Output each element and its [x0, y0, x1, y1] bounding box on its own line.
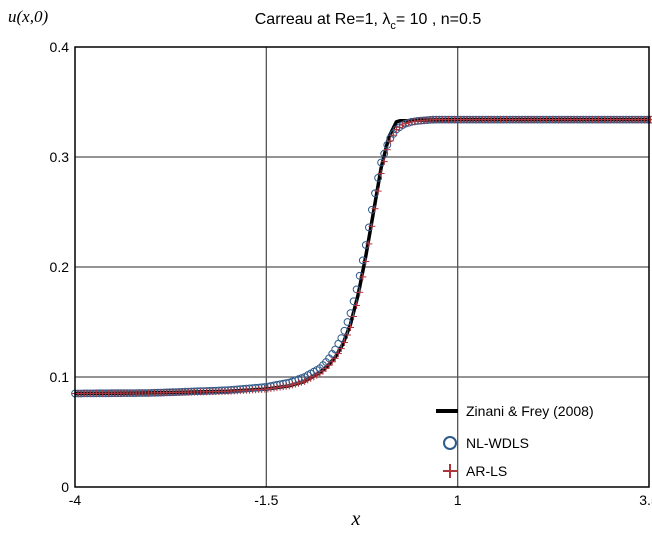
- legend: Zinani & Frey (2008) NL-WDLS AR-LS: [436, 403, 594, 479]
- y-tick-label: 0.2: [50, 259, 70, 275]
- x-tick-label: -4: [69, 492, 82, 508]
- legend-plus-icon: [443, 464, 457, 478]
- legend-label-zinani: Zinani & Frey (2008): [466, 403, 594, 419]
- legend-label-arls: AR-LS: [466, 463, 507, 479]
- legend-circle-icon: [444, 437, 456, 449]
- chart-title: Carreau at Re=1, λc= 10 , n=0.5: [255, 11, 482, 32]
- y-tick-label: 0.3: [50, 149, 70, 165]
- y-tick-label: 0.1: [50, 369, 70, 385]
- y-tick-label: 0.4: [50, 39, 70, 55]
- x-axis-label: x: [351, 508, 361, 530]
- x-tick-label: -1.5: [254, 492, 278, 508]
- y-tick-label: 0: [61, 479, 69, 495]
- x-tick-label: 3.5: [639, 492, 652, 508]
- y-axis-label: u(x,0): [8, 7, 48, 26]
- legend-label-nlwdls: NL-WDLS: [466, 435, 529, 451]
- tick-labels: -4 -1.5 1 3.5 0 0.1 0.2 0.3 0.4: [50, 39, 652, 508]
- series-line-zinani: [75, 120, 649, 394]
- x-tick-label: 1: [454, 492, 462, 508]
- plot-series: [72, 116, 652, 397]
